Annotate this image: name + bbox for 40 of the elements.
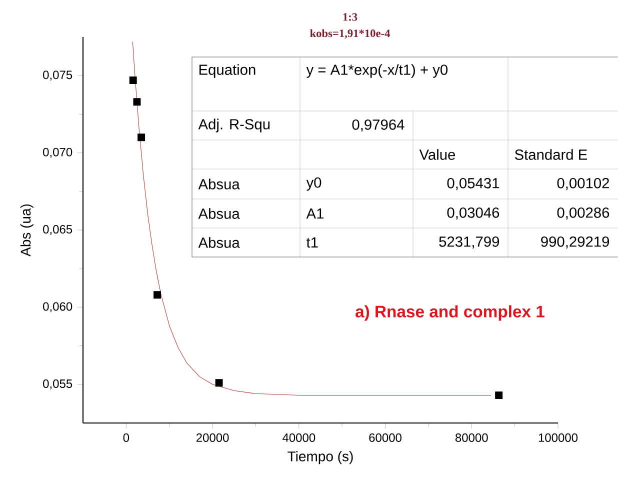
annotation: 0,03046 (447, 207, 500, 220)
annotation: 0,00286 (557, 207, 610, 220)
annotation: 0,00102 (557, 178, 609, 190)
annotation: 5231,799 (439, 236, 500, 249)
y-tick-label: 0,055 (43, 379, 72, 390)
y-tick-label: 0,060 (43, 302, 72, 312)
x-axis-title: Tiempo (s) (288, 451, 353, 464)
x-tick-label: 0 (123, 433, 130, 442)
x-tick-label: 100000 (538, 433, 578, 442)
point (133, 98, 141, 106)
point (495, 391, 503, 399)
annotation: Absua (198, 237, 240, 248)
point (129, 76, 137, 84)
annotation: Equation (199, 64, 256, 78)
annotation: Absua (198, 178, 240, 190)
annotation: 0,05431 (447, 178, 500, 190)
y-tick-label: 0,065 (43, 225, 72, 235)
point (138, 134, 146, 142)
x-tick-label: 20000 (196, 433, 229, 442)
point (154, 291, 162, 299)
annotation: 0,97964 (352, 119, 404, 132)
annotation: Adj. R-Squ (198, 118, 270, 132)
y-tick-label: 0,075 (43, 70, 72, 81)
chart-title: 1:3 (343, 13, 358, 21)
annotation: a) Rnase and complex 1 (356, 305, 544, 321)
y-axis-title: Abs (ua) (20, 204, 34, 256)
x-tick-label: 80000 (455, 433, 488, 442)
y-tick-label: 0,070 (43, 148, 72, 158)
chart-subtitle: kobs=1,91*10e-4 (310, 29, 390, 39)
point (215, 379, 223, 387)
annotation: y = A1*exp(-x/t1) + y0 (306, 64, 448, 78)
annotation: 990,29219 (541, 236, 610, 249)
annotation: Absua (198, 208, 240, 219)
annotation: A1 (306, 208, 324, 219)
annotation: y0 (306, 177, 322, 191)
annotation: Standard E (514, 149, 587, 160)
annotation: t1 (306, 237, 318, 248)
annotation: Value (419, 149, 456, 160)
x-tick-label: 40000 (282, 433, 316, 442)
x-tick-label: 60000 (369, 433, 402, 442)
